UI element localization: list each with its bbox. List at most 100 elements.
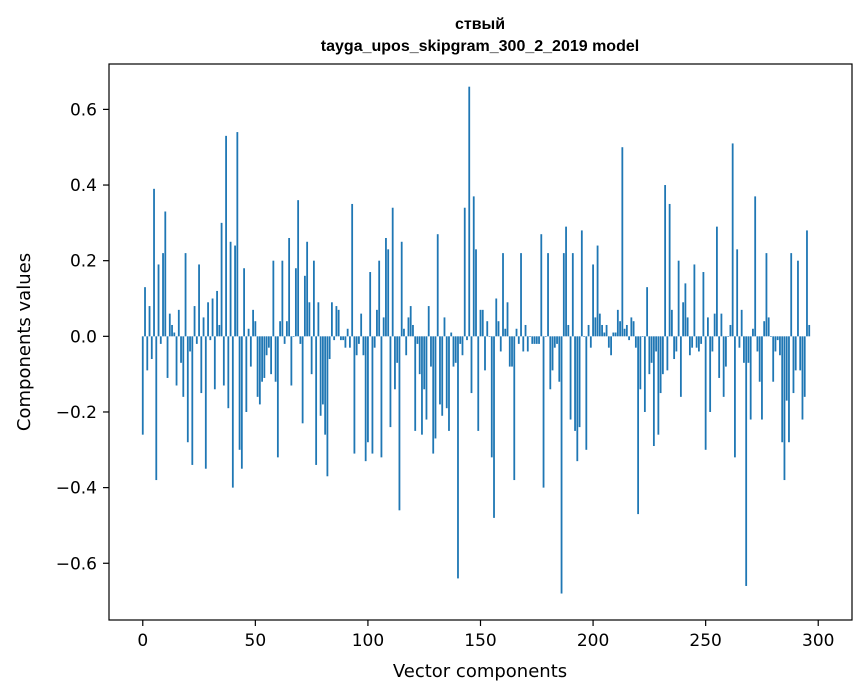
- bar-224: [646, 287, 649, 337]
- bar-115: [400, 241, 403, 337]
- bar-167: [517, 336, 520, 344]
- bar-258: [722, 336, 725, 397]
- bar-213: [621, 147, 624, 337]
- bar-35: [220, 222, 223, 337]
- bar-70: [299, 336, 302, 344]
- bar-281: [774, 336, 777, 352]
- bar-269: [747, 336, 750, 363]
- bar-16: [177, 309, 180, 337]
- bar-181: [549, 336, 552, 390]
- bar-185: [558, 336, 561, 382]
- bar-15: [175, 336, 178, 386]
- bar-78: [317, 302, 320, 337]
- bar-129: [432, 336, 435, 454]
- y-tick-label: 0.4: [70, 176, 97, 196]
- bar-202: [596, 245, 599, 337]
- bar-8: [159, 336, 162, 344]
- bar-series: [141, 86, 811, 594]
- bar-243: [688, 336, 691, 356]
- bar-2: [146, 336, 149, 371]
- bar-130: [434, 336, 437, 439]
- bar-280: [772, 336, 775, 382]
- bar-247: [698, 336, 700, 352]
- bar-214: [623, 328, 626, 337]
- bar-291: [797, 260, 799, 337]
- plot-area-frame: [108, 63, 853, 621]
- bar-131: [436, 234, 439, 337]
- bar-3: [148, 306, 151, 337]
- bar-106: [380, 336, 383, 458]
- bar-212: [619, 321, 621, 337]
- bar-254: [713, 313, 716, 337]
- bar-18: [182, 336, 185, 397]
- bar-53: [261, 336, 263, 382]
- bar-240: [682, 302, 685, 337]
- bar-57: [270, 336, 273, 375]
- bar-144: [466, 336, 468, 341]
- bar-267: [743, 336, 745, 363]
- bar-141: [459, 336, 462, 344]
- bar-246: [695, 336, 698, 348]
- chart-title-line2: tayga_upos_skipgram_300_2_2019 model: [321, 38, 639, 55]
- bar-118: [407, 317, 410, 337]
- bar-233: [666, 336, 669, 371]
- bar-265: [738, 336, 741, 348]
- bar-182: [551, 336, 554, 371]
- bar-119: [409, 306, 412, 337]
- bar-156: [493, 336, 495, 518]
- bar-226: [650, 336, 653, 363]
- bar-36: [222, 336, 225, 386]
- bar-122: [416, 336, 419, 344]
- x-axis-label: Vector components: [393, 661, 567, 682]
- bar-81: [324, 336, 327, 435]
- bar-100: [367, 336, 369, 443]
- bar-68: [294, 268, 297, 337]
- bar-295: [806, 230, 808, 337]
- bar-98: [362, 336, 365, 356]
- bar-6: [155, 336, 158, 481]
- bar-158: [497, 321, 500, 337]
- bar-285: [783, 336, 786, 481]
- y-tick-label: 0.0: [70, 327, 97, 347]
- bar-163: [508, 336, 511, 367]
- bar-85: [333, 336, 336, 341]
- bar-67: [292, 336, 295, 337]
- x-tick-label: 50: [245, 631, 267, 651]
- bar-168: [520, 253, 522, 337]
- bar-200: [592, 264, 594, 337]
- bar-45: [243, 268, 245, 337]
- bar-110: [389, 336, 392, 428]
- bar-20: [186, 336, 189, 443]
- bar-177: [540, 234, 543, 337]
- bar-290: [794, 336, 797, 371]
- bar-245: [693, 264, 696, 337]
- bar-155: [490, 336, 493, 458]
- bar-127: [427, 306, 430, 337]
- bar-230: [659, 336, 662, 394]
- bar-152: [484, 336, 486, 371]
- y-tick-label: 0.6: [70, 100, 97, 120]
- bar-63: [283, 336, 286, 344]
- bar-289: [792, 336, 795, 394]
- bar-101: [369, 272, 372, 337]
- bar-259: [725, 336, 727, 367]
- bar-256: [718, 336, 721, 378]
- bar-278: [767, 317, 770, 337]
- bar-252: [709, 336, 712, 412]
- bar-222: [641, 336, 644, 337]
- bar-286: [785, 336, 788, 401]
- bar-51: [256, 336, 259, 397]
- bar-120: [412, 324, 414, 337]
- bar-97: [360, 313, 363, 337]
- bar-83: [328, 336, 331, 360]
- bar-277: [765, 253, 768, 337]
- bar-10: [164, 211, 167, 337]
- bar-176: [538, 336, 540, 344]
- bar-257: [720, 313, 723, 337]
- bar-171: [526, 336, 529, 352]
- y-axis-ticks: 0.6 0.4 0.2 0.0 −0.2 −0.4 −0.6: [56, 100, 109, 574]
- bar-108: [385, 237, 387, 337]
- bar-283: [779, 336, 781, 356]
- bar-77: [315, 336, 318, 465]
